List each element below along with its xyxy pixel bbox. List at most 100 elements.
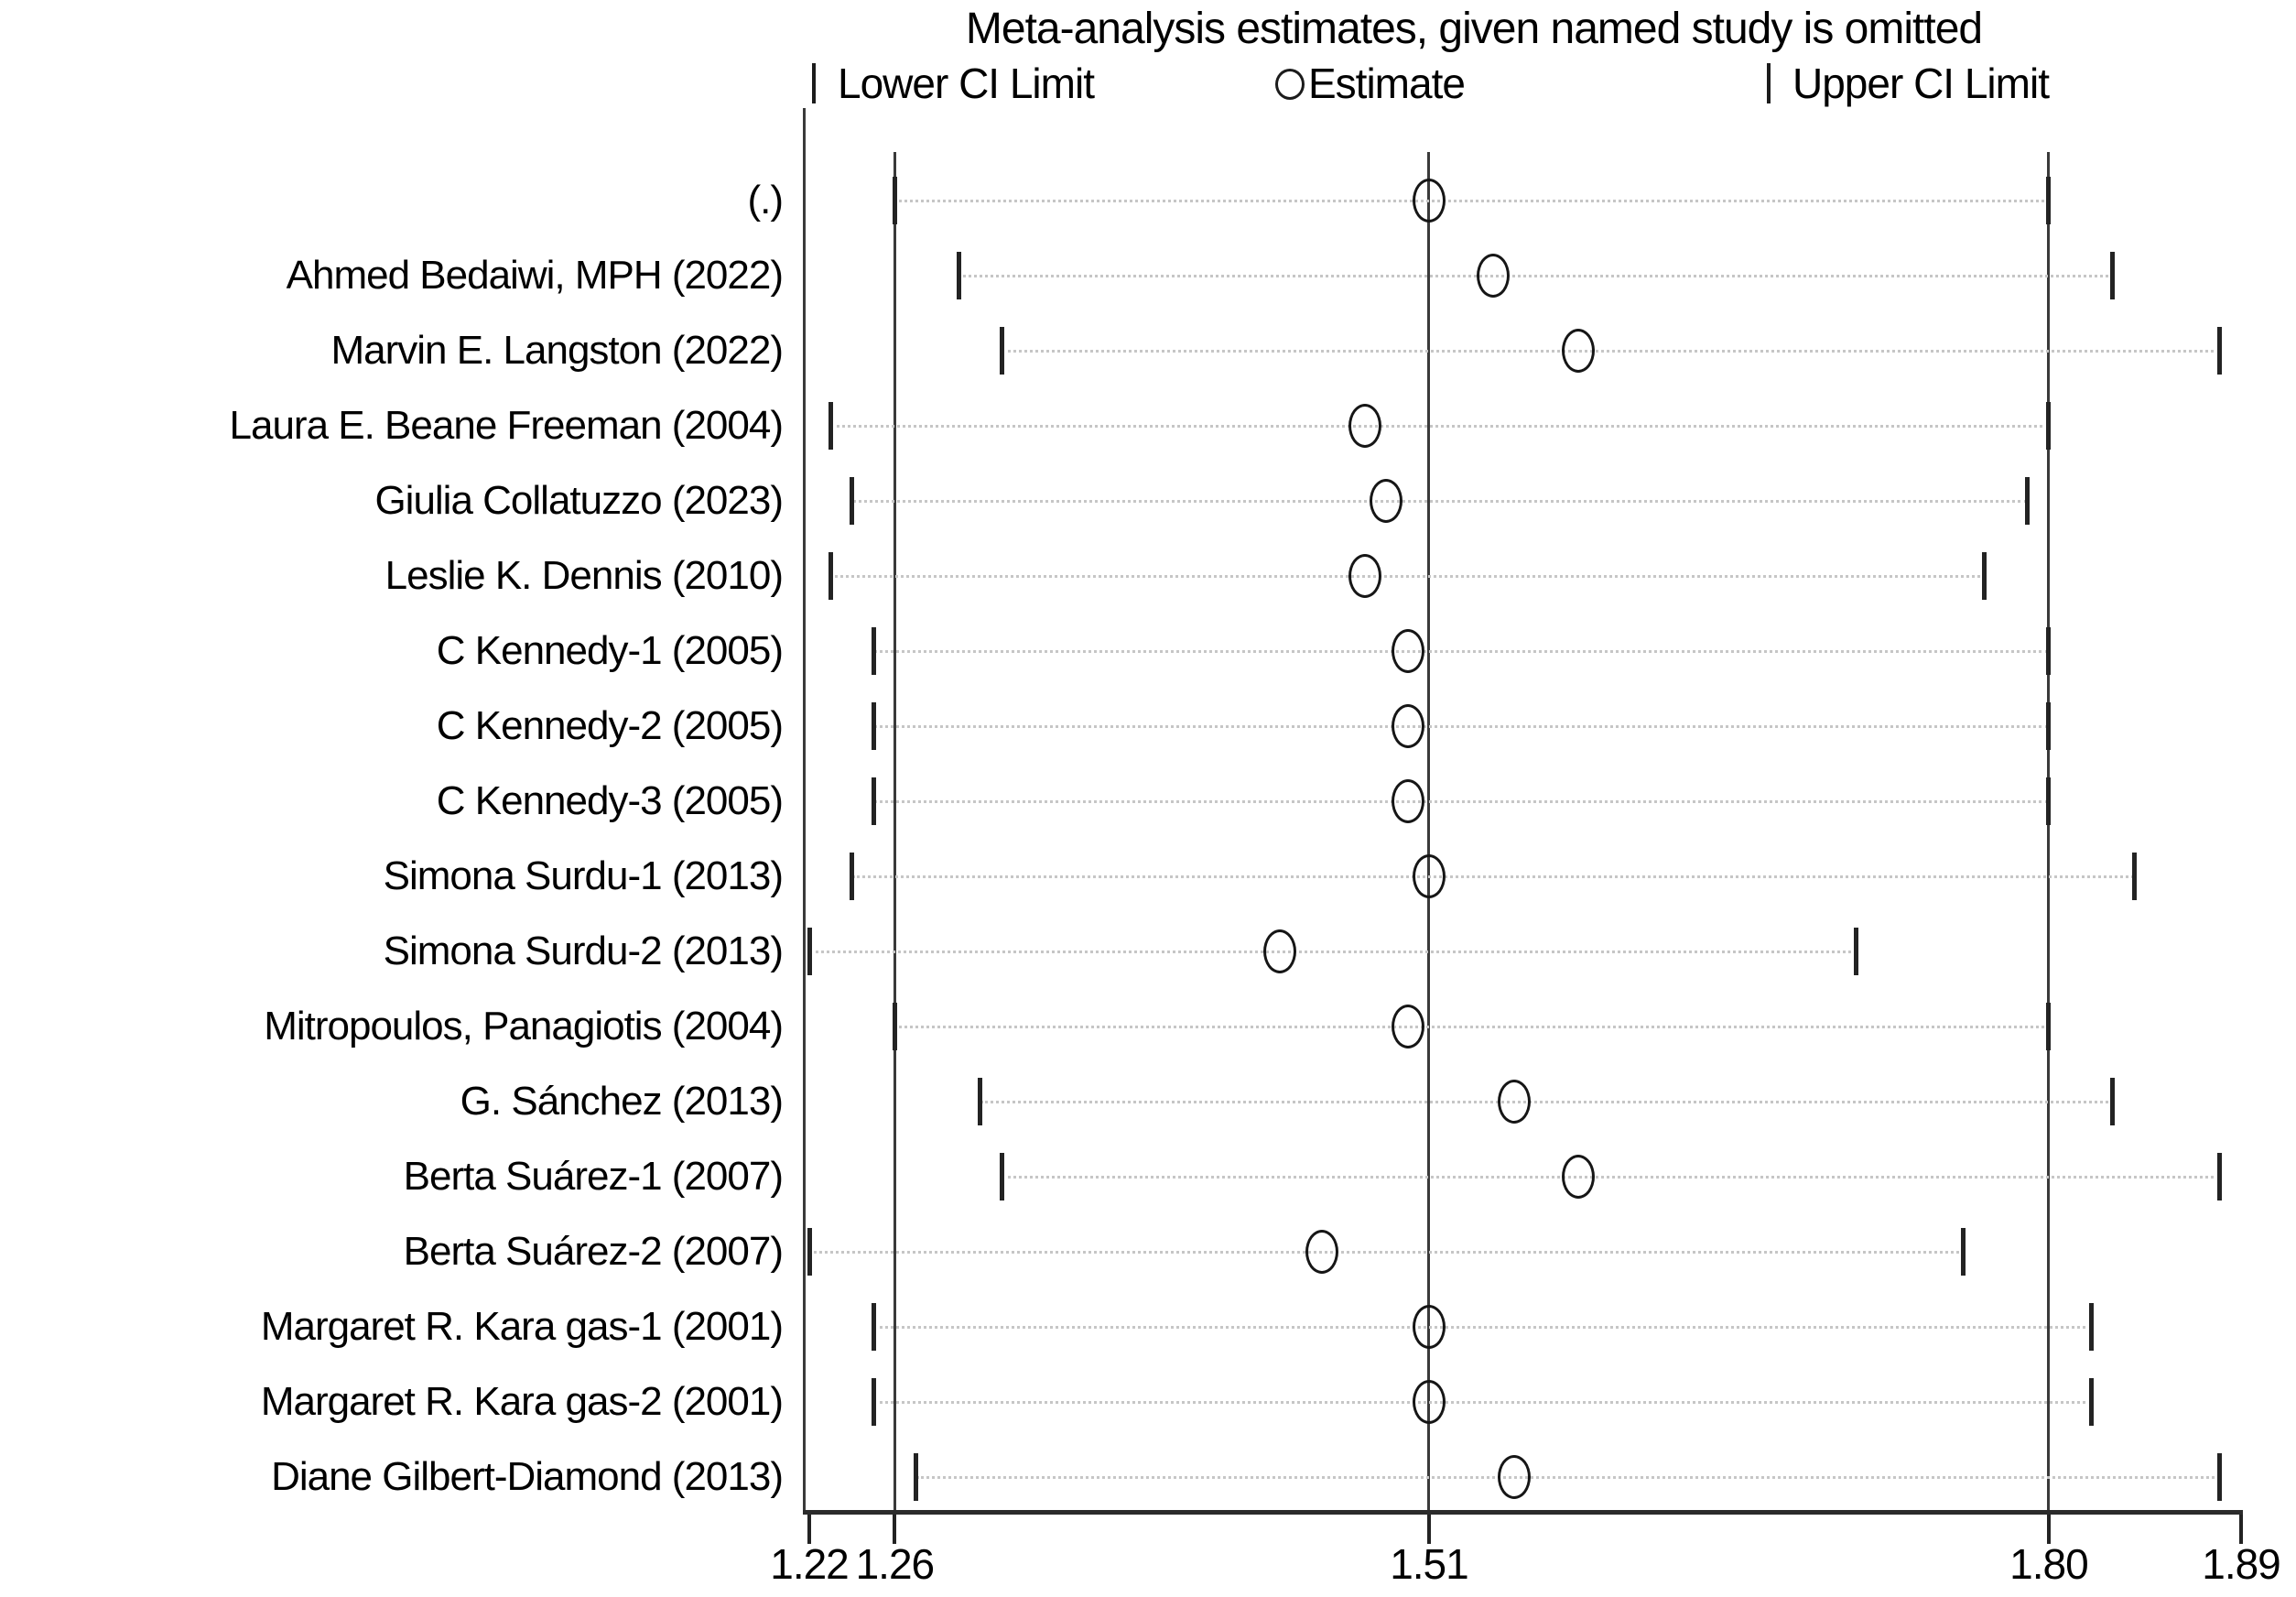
study-label: C Kennedy-2 (2005) [436, 703, 784, 748]
estimate-marker [1391, 629, 1424, 673]
study-label: Berta Suárez-2 (2007) [403, 1229, 784, 1274]
ci-dotted-leader-line [809, 951, 1857, 953]
estimate-marker [1305, 1230, 1339, 1274]
ref-line-overall-upper [2047, 152, 2051, 1515]
ci-dotted-leader-line [809, 1251, 1964, 1254]
lower-ci-tick [871, 1378, 876, 1426]
ci-dotted-leader-line [915, 1476, 2220, 1479]
x-axis-tick-label: 1.89 [2202, 1540, 2281, 1588]
upper-ci-tick [2110, 1078, 2116, 1125]
lower-ci-tick [999, 1153, 1004, 1200]
x-axis-tick [2046, 1515, 2051, 1544]
upper-ci-tick [2046, 627, 2052, 675]
upper-ci-tick [2089, 1378, 2095, 1426]
x-axis-tick-label: 1.26 [855, 1540, 936, 1588]
estimate-marker [1412, 179, 1446, 223]
estimate-marker [1391, 704, 1424, 748]
ci-dotted-leader-line [873, 725, 2049, 728]
ci-dotted-leader-line [873, 1401, 2092, 1404]
lower-ci-tick [807, 928, 812, 975]
study-label: Mitropoulos, Panagiotis (2004) [264, 1004, 784, 1048]
study-label: Margaret R. Kara gas-2 (2001) [260, 1379, 784, 1424]
upper-ci-tick [1982, 552, 1987, 600]
study-label: C Kennedy-3 (2005) [436, 778, 784, 823]
upper-ci-tick [2217, 1153, 2223, 1200]
ci-dotted-leader-line [894, 200, 2049, 202]
ci-dotted-leader-line [958, 275, 2113, 277]
study-label: Simona Surdu-2 (2013) [383, 929, 784, 973]
ci-dotted-leader-line [830, 575, 1985, 578]
lower-ci-tick [999, 327, 1004, 375]
lower-ci-tick [892, 177, 897, 224]
upper-ci-tick [2110, 252, 2116, 299]
study-label: Berta Suárez-1 (2007) [403, 1154, 784, 1199]
legend-lower-ci-label: Lower CI Limit [838, 60, 1095, 107]
study-label: Margaret R. Kara gas-1 (2001) [260, 1304, 784, 1349]
legend-lower-ci-tick-icon [812, 59, 816, 108]
x-axis-tick-label: 1.80 [2009, 1540, 2089, 1588]
legend: Lower CI Limit Estimate Upper CI Limit [803, 59, 2249, 108]
study-label: Diane Gilbert-Diamond (2013) [271, 1454, 784, 1499]
estimate-marker [1391, 779, 1424, 823]
upper-ci-tick [2046, 702, 2052, 750]
lower-ci-tick [978, 1078, 983, 1125]
study-label: Laura E. Beane Freeman (2004) [229, 403, 784, 448]
estimate-marker [1562, 329, 1596, 373]
study-label: C Kennedy-1 (2005) [436, 628, 784, 673]
estimate-marker [1348, 554, 1381, 598]
plot-left-frame-line [803, 108, 806, 1515]
upper-ci-tick [2046, 1003, 2052, 1050]
estimate-marker [1476, 254, 1510, 298]
estimate-marker [1562, 1155, 1596, 1199]
lower-ci-tick [871, 627, 876, 675]
lower-ci-tick [850, 477, 855, 525]
lower-ci-tick [871, 1303, 876, 1351]
upper-ci-tick [2131, 853, 2137, 900]
ci-dotted-leader-line [851, 500, 2028, 503]
estimate-marker [1498, 1080, 1532, 1124]
estimate-marker [1412, 1380, 1446, 1424]
x-axis-line [803, 1510, 2243, 1515]
lower-ci-tick [892, 1003, 897, 1050]
lower-ci-tick [871, 777, 876, 825]
ref-line-overall-estimate [1427, 152, 1431, 1515]
estimate-marker [1262, 929, 1296, 973]
ci-dotted-leader-line [873, 650, 2049, 653]
legend-estimate-label: Estimate [1308, 60, 1466, 107]
upper-ci-tick [1854, 928, 1859, 975]
x-axis-tick-label: 1.22 [770, 1540, 850, 1588]
study-label: Marvin E. Langston (2022) [330, 328, 784, 373]
legend-upper-ci-label: Upper CI Limit [1792, 60, 2050, 107]
legend-estimate-circle-icon [1275, 59, 1305, 108]
x-axis-tick [1426, 1515, 1431, 1544]
estimate-marker [1412, 1305, 1446, 1349]
ci-dotted-leader-line [873, 800, 2049, 803]
ci-dotted-leader-line [1002, 350, 2220, 353]
lower-ci-tick [956, 252, 961, 299]
study-label: G. Sánchez (2013) [460, 1079, 784, 1124]
x-axis-tick-label: 1.51 [1390, 1540, 1469, 1588]
upper-ci-tick [2046, 177, 2052, 224]
study-label: Giulia Collatuzzo (2023) [374, 478, 784, 523]
legend-upper-ci-tick-icon [1767, 59, 1771, 108]
estimate-marker [1391, 1005, 1424, 1048]
ci-dotted-leader-line [894, 1026, 2049, 1028]
ci-dotted-leader-line [830, 425, 2049, 428]
ci-dotted-leader-line [1002, 1176, 2220, 1179]
estimate-marker [1370, 479, 1403, 523]
study-label: (.) [747, 178, 784, 223]
study-label: Leslie K. Dennis (2010) [384, 553, 784, 598]
study-label: Simona Surdu-1 (2013) [383, 853, 784, 898]
upper-ci-tick [2046, 777, 2052, 825]
chart-title: Meta-analysis estimates, given named stu… [965, 5, 1983, 53]
estimate-marker [1412, 854, 1446, 898]
lower-ci-tick [828, 402, 833, 450]
ci-dotted-leader-line [873, 1326, 2092, 1329]
x-axis-tick [893, 1515, 897, 1544]
upper-ci-tick [2217, 327, 2223, 375]
lower-ci-tick [828, 552, 833, 600]
ci-dotted-leader-line [980, 1101, 2113, 1103]
lower-ci-tick [850, 853, 855, 900]
